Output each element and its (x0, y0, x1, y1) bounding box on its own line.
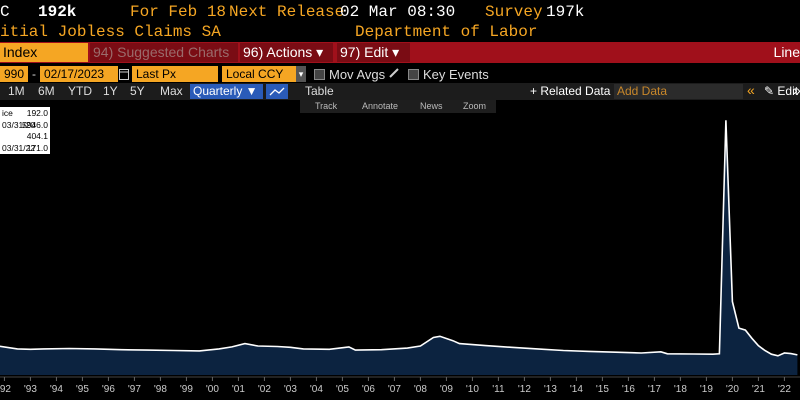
x-tick-label: '14 (570, 384, 583, 395)
x-tick-label: '09 (440, 384, 453, 395)
next-release: 02 Mar 08:30 (340, 3, 456, 21)
period-button[interactable]: YTD (68, 84, 92, 98)
x-tick-label: '19 (700, 384, 713, 395)
legend-label: ice (2, 108, 13, 118)
mov-avgs-checkbox[interactable] (314, 69, 325, 80)
start-date[interactable]: 990 (0, 66, 29, 82)
x-tick-label: '02 (258, 384, 271, 395)
legend-value: 171.0 (26, 142, 48, 153)
x-tick-label: '96 (102, 384, 115, 395)
pencil-icon[interactable] (388, 67, 400, 79)
chart: '92 '93 '94 '95 '96 '97 '98 '99 '00 '01 '02 '03 '04 '… (0, 120, 800, 395)
legend-value: 5946.0 (22, 119, 48, 130)
x-tick-label: '13 (544, 384, 557, 395)
related-data[interactable]: + Related Data (530, 84, 611, 98)
chart-tool[interactable]: News (420, 101, 443, 111)
period-button[interactable]: 1Y (103, 84, 118, 98)
source: Department of Labor (355, 23, 538, 41)
x-tick-label: '21 (752, 384, 765, 395)
chart-tool[interactable]: Zoom (463, 101, 487, 111)
x-tick-label: '00 (206, 384, 219, 395)
x-tick-label: '98 (154, 384, 167, 395)
currency-dropdown[interactable]: ▾ (296, 66, 306, 82)
legend-label: 03/31/20 (2, 119, 36, 130)
legend-value: 192.0 (26, 108, 48, 118)
x-tick-label: '22 (778, 384, 791, 395)
edit-menu[interactable]: 97) Edit ▾ (337, 43, 410, 62)
nav-back[interactable]: « (747, 82, 755, 98)
x-tick-label: '16 (622, 384, 635, 395)
key-events-checkbox[interactable] (408, 69, 419, 80)
period-button[interactable]: 6M (38, 84, 55, 98)
mov-avgs-label: Mov Avgs (329, 67, 386, 82)
x-tick-label: '06 (362, 384, 375, 395)
survey-label: Survey (485, 3, 543, 21)
last-value: 192k (38, 3, 77, 21)
x-tick-label: '92 (0, 384, 11, 395)
legend-box (0, 107, 50, 154)
end-date[interactable]: 02/17/2023 (40, 66, 118, 82)
x-tick-label: '94 (50, 384, 63, 395)
for-label: For Feb 18 (130, 3, 227, 21)
x-tick-label: '20 (726, 384, 739, 395)
add-data-input[interactable]: Add Data (614, 84, 743, 99)
ticker: C (0, 3, 10, 21)
area-fill (0, 120, 798, 375)
survey-value: 197k (546, 3, 585, 21)
chart-type[interactable]: Line (773, 44, 800, 60)
x-tick-label: '97 (128, 384, 141, 395)
table-button[interactable]: Table (305, 84, 334, 98)
index-box[interactable]: Index (0, 43, 88, 62)
series-line (0, 120, 798, 357)
x-tick-label: '01 (232, 384, 245, 395)
field-select[interactable]: Last Px (132, 66, 218, 82)
next-release-label: Next Release (229, 3, 345, 21)
legend-value: 404.1 (26, 131, 48, 141)
x-tick-label: '15 (596, 384, 609, 395)
chart-icon[interactable] (266, 84, 288, 99)
edit-button[interactable]: ✎ Edit (764, 84, 799, 98)
x-tick-label: '18 (674, 384, 687, 395)
actions-menu[interactable]: 96) Actions ▾ (240, 43, 333, 62)
currency-select[interactable]: Local CCY (222, 66, 296, 82)
calendar-icon[interactable] (119, 67, 129, 81)
x-tick-label: '99 (180, 384, 193, 395)
date-dash: - (32, 67, 36, 81)
chart-tool[interactable]: Track (315, 101, 338, 111)
x-tick-label: '95 (76, 384, 89, 395)
x-tick-label: '12 (518, 384, 531, 395)
x-tick-label: '05 (336, 384, 349, 395)
x-tick-label: '08 (414, 384, 427, 395)
x-tick-label: '07 (388, 384, 401, 395)
nav-forward[interactable]: » (793, 83, 800, 98)
suggested-charts[interactable]: 94) Suggested Charts (90, 43, 238, 62)
x-tick-label: '93 (24, 384, 37, 395)
x-tick-label: '17 (648, 384, 661, 395)
x-tick-label: '03 (284, 384, 297, 395)
x-tick-label: '04 (310, 384, 323, 395)
x-tick-label: '10 (466, 384, 479, 395)
period-button[interactable]: Max (160, 84, 183, 98)
chart-tool[interactable]: Annotate (362, 101, 399, 111)
x-tick-label: '11 (492, 384, 505, 395)
frequency-select[interactable]: Quarterly ▼ (190, 84, 263, 99)
security-name: itial Jobless Claims SA (0, 23, 221, 41)
period-button[interactable]: 1M (8, 84, 25, 98)
key-events-label: Key Events (423, 67, 489, 82)
period-button[interactable]: 5Y (130, 84, 145, 98)
legend-label: 03/31/22 (2, 142, 36, 153)
tool-strip (300, 100, 496, 113)
